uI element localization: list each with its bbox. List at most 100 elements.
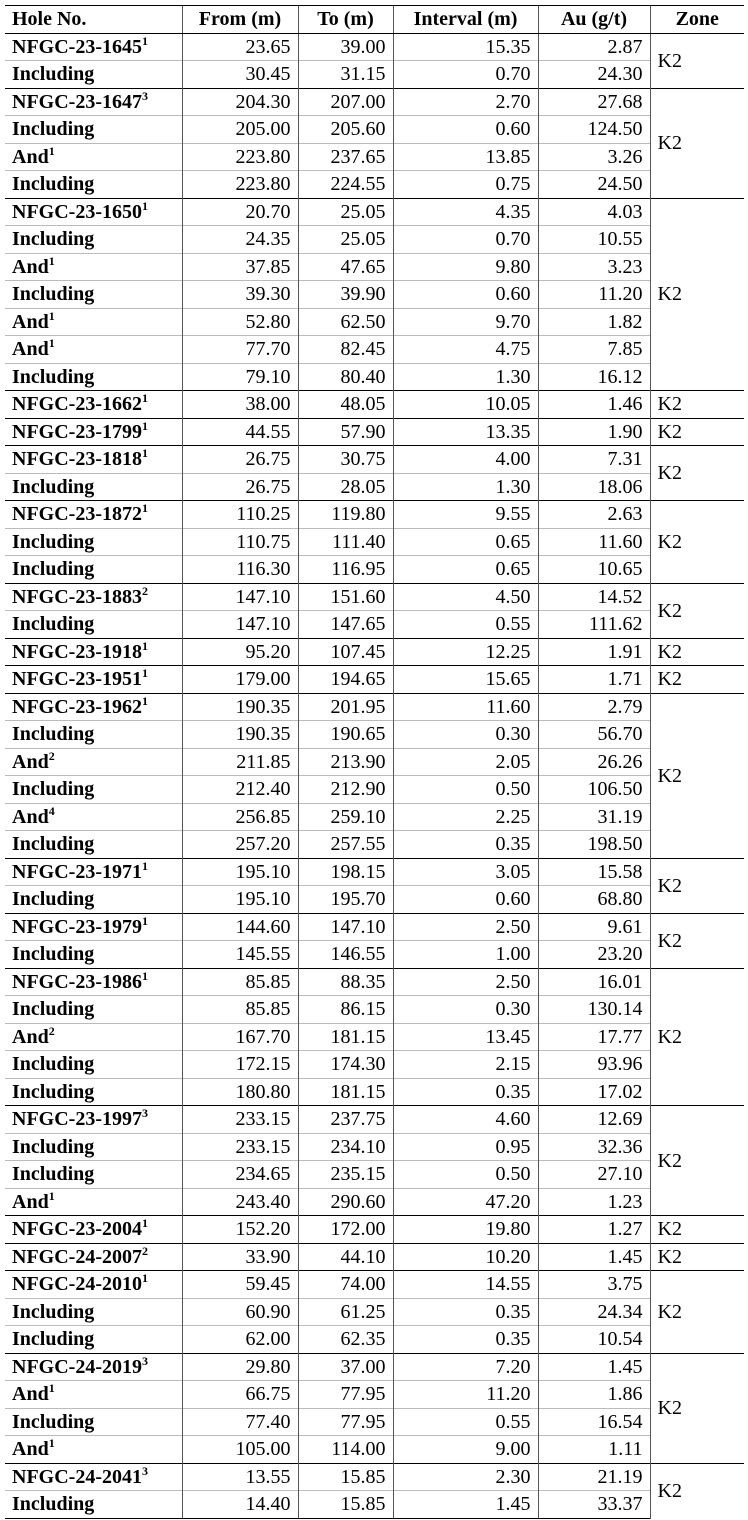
au-cell: 16.54 <box>537 1407 650 1436</box>
interval-cell: 10.20 <box>392 1242 538 1271</box>
to-cell: 259.10 <box>297 802 393 831</box>
au-cell: 18.06 <box>537 472 650 501</box>
table-row: And1 223.80 237.65 13.85 3.26 <box>5 142 744 171</box>
hole-cell: Including <box>5 1077 182 1106</box>
au-cell: 14.52 <box>537 582 650 611</box>
interval-cell: 2.70 <box>392 87 538 116</box>
to-cell: 15.85 <box>297 1462 393 1491</box>
hole-label: NFGC-23-1872 <box>12 503 142 526</box>
au-cell: 31.19 <box>537 802 650 831</box>
footnote-marker: 1 <box>141 391 148 406</box>
to-cell: 147.10 <box>297 912 393 941</box>
from-cell: 33.90 <box>181 1242 298 1271</box>
hole-label: NFGC-23-1971 <box>12 860 142 883</box>
footnote-marker: 1 <box>48 1436 55 1451</box>
header-from: From (m) <box>181 5 298 34</box>
hole-cell: Including <box>5 170 182 198</box>
from-cell: 30.45 <box>181 60 298 88</box>
table-row: NFGC-23-19861 85.85 88.35 2.50 16.01 K2 <box>5 967 744 1106</box>
to-cell: 147.65 <box>297 610 393 638</box>
interval-cell: 9.70 <box>392 307 538 336</box>
hole-cell: Including <box>5 472 182 501</box>
hole-label: Including <box>12 943 95 966</box>
interval-cell: 15.35 <box>392 32 538 61</box>
from-cell: 180.80 <box>181 1077 298 1106</box>
hole-label: Including <box>12 998 95 1021</box>
table-row: NFGC-24-20101 59.45 74.00 14.55 3.75 K2 <box>5 1270 744 1353</box>
hole-label: Including <box>12 1410 95 1433</box>
zone-cell: K2 <box>649 637 744 666</box>
footnote-marker: 1 <box>141 198 148 213</box>
footnote-marker: 1 <box>141 418 148 433</box>
from-cell: 44.55 <box>181 417 298 446</box>
au-cell: 2.87 <box>537 32 650 61</box>
au-cell: 27.10 <box>537 1160 650 1188</box>
hole-label: Including <box>12 723 95 746</box>
interval-cell: 0.65 <box>392 527 538 556</box>
hole-label: NFGC-23-2004 <box>12 1218 142 1241</box>
to-cell: 194.65 <box>297 665 393 693</box>
hole-label: And <box>12 750 49 773</box>
zone-cell: K2 <box>649 390 744 418</box>
table-row: And1 105.00 114.00 9.00 1.11 <box>5 1435 744 1463</box>
hole-label: NFGC-23-1951 <box>12 668 142 691</box>
from-cell: 211.85 <box>181 747 298 776</box>
hole-cell: Including <box>5 115 182 143</box>
hole-cell: NFGC-23-18832 <box>5 582 182 611</box>
header-zone: Zone <box>649 5 744 34</box>
interval-cell: 0.60 <box>392 280 538 308</box>
hole-cell: And2 <box>5 1022 182 1051</box>
table-row: Including 85.85 86.15 0.30 130.14 <box>5 995 744 1023</box>
au-cell: 1.46 <box>537 390 650 418</box>
from-cell: 233.15 <box>181 1132 298 1161</box>
table-row: Including 233.15 234.10 0.95 32.36 <box>5 1132 744 1161</box>
hole-label: Including <box>12 1300 95 1323</box>
hole-label: And <box>12 338 49 361</box>
zone-cell: K2 <box>649 1242 744 1271</box>
hole-label: Including <box>12 173 95 196</box>
from-cell: 105.00 <box>181 1435 298 1463</box>
to-cell: 195.70 <box>297 885 393 913</box>
hole-cell: And4 <box>5 802 182 831</box>
from-cell: 190.35 <box>181 692 298 721</box>
hole-label: And <box>12 1190 49 1213</box>
to-cell: 15.85 <box>297 1490 393 1519</box>
table-row: Including 212.40 212.90 0.50 106.50 <box>5 775 744 803</box>
hole-label: NFGC-23-1918 <box>12 640 142 663</box>
to-cell: 25.05 <box>297 197 393 226</box>
au-cell: 93.96 <box>537 1050 650 1078</box>
hole-cell: And1 <box>5 1435 182 1463</box>
interval-cell: 0.65 <box>392 555 538 583</box>
interval-cell: 4.50 <box>392 582 538 611</box>
au-cell: 130.14 <box>537 995 650 1023</box>
au-cell: 7.85 <box>537 335 650 363</box>
footnote-marker: 1 <box>141 666 148 681</box>
au-cell: 15.58 <box>537 857 650 886</box>
from-cell: 147.10 <box>181 582 298 611</box>
hole-cell: Including <box>5 830 182 858</box>
table-row: NFGC-23-20041 152.20 172.00 19.80 1.27 K2 <box>5 1215 744 1243</box>
from-cell: 77.70 <box>181 335 298 363</box>
au-cell: 1.45 <box>537 1352 650 1381</box>
hole-label: Including <box>12 558 95 581</box>
zone-cell: K2 <box>649 912 744 968</box>
from-cell: 257.20 <box>181 830 298 858</box>
interval-cell: 0.35 <box>392 830 538 858</box>
to-cell: 47.65 <box>297 252 393 281</box>
hole-cell: Including <box>5 362 182 391</box>
interval-cell: 1.00 <box>392 940 538 968</box>
from-cell: 190.35 <box>181 720 298 748</box>
hole-cell: Including <box>5 885 182 913</box>
hole-label: And <box>12 255 49 278</box>
hole-cell: NFGC-23-19791 <box>5 912 182 941</box>
to-cell: 80.40 <box>297 362 393 391</box>
from-cell: 234.65 <box>181 1160 298 1188</box>
hole-cell: NFGC-23-19711 <box>5 857 182 886</box>
hole-label: NFGC-24-2010 <box>12 1273 142 1296</box>
footnote-marker: 1 <box>141 968 148 983</box>
from-cell: 204.30 <box>181 87 298 116</box>
to-cell: 237.75 <box>297 1105 393 1133</box>
table-row: Including 39.30 39.90 0.60 11.20 <box>5 280 744 308</box>
footnote-marker: 1 <box>141 446 148 461</box>
from-cell: 77.40 <box>181 1407 298 1436</box>
